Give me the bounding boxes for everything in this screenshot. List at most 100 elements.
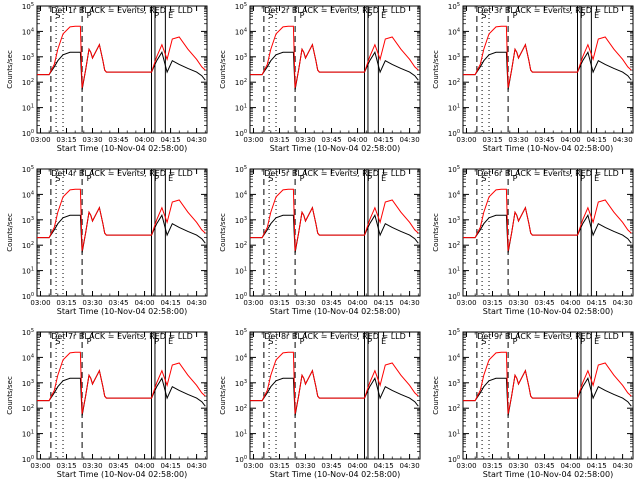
plot-frame xyxy=(36,331,208,460)
y-tick-label: 103 xyxy=(22,379,34,388)
marker-label: P xyxy=(580,174,585,183)
y-axis-label: Counts/sec xyxy=(219,213,227,252)
y-axis-label: Counts/sec xyxy=(6,213,14,252)
marker-label: P xyxy=(367,11,372,20)
plot-frame xyxy=(462,168,634,297)
x-tick-label: 03:15 xyxy=(269,136,289,144)
y-tick-label: 102 xyxy=(22,78,34,87)
marker-label: S xyxy=(55,174,60,183)
plot-frame xyxy=(36,5,208,134)
x-tick-label: 04:30 xyxy=(186,299,206,307)
x-tick-label: 03:45 xyxy=(534,462,554,470)
y-tick-label: 103 xyxy=(235,379,247,388)
panel-5: 100 101 102 103 104 105 03:00 03:15 03:30 03:45 04… xyxy=(219,165,421,316)
panel-8: 100 101 102 103 104 105 03:00 03:15 03:30 03:45 04… xyxy=(219,328,421,479)
series-line-lld xyxy=(250,188,419,251)
y-axis-label: Counts/sec xyxy=(432,213,440,252)
panel-9: 100 101 102 103 104 105 03:00 03:15 03:30 03:45 04… xyxy=(432,328,634,479)
x-tick-label: 03:15 xyxy=(269,462,289,470)
x-tick-label: 03:15 xyxy=(482,462,502,470)
x-tick-label: 03:45 xyxy=(108,299,128,307)
x-axis-label: Start Time (10-Nov-04 02:58:00) xyxy=(483,307,613,316)
x-tick-label: 03:30 xyxy=(508,462,528,470)
y-axis-label: Counts/sec xyxy=(6,376,14,415)
y-tick-label: 104 xyxy=(22,190,34,199)
x-tick-label: 04:15 xyxy=(373,136,393,144)
x-tick-label: 03:00 xyxy=(30,462,50,470)
y-tick-label: 102 xyxy=(235,78,247,87)
x-tick-label: 03:45 xyxy=(321,462,341,470)
y-tick-label: 101 xyxy=(448,430,460,439)
y-tick-label: 101 xyxy=(22,104,34,113)
marker-label: S xyxy=(268,174,273,183)
marker-label: E xyxy=(594,174,599,183)
x-tick-label: 04:00 xyxy=(347,299,367,307)
x-tick-label: 03:00 xyxy=(456,462,476,470)
panel-title: Det 7r BLACK = Events, RED = LLD xyxy=(51,332,193,341)
x-tick-label: 03:00 xyxy=(30,299,50,307)
x-tick-label: 04:00 xyxy=(134,136,154,144)
marker-label: P xyxy=(580,337,585,346)
marker-label: P xyxy=(513,337,518,346)
y-tick-label: 101 xyxy=(22,430,34,439)
marker-label: E xyxy=(594,337,599,346)
y-tick-label: 103 xyxy=(235,216,247,225)
panel-6: 100 101 102 103 104 105 03:00 03:15 03:30 03:45 04… xyxy=(432,165,634,316)
x-tick-label: 04:00 xyxy=(347,136,367,144)
x-tick-label: 04:30 xyxy=(612,462,632,470)
y-axis-label: Counts/sec xyxy=(432,50,440,89)
x-tick-label: 04:15 xyxy=(160,299,180,307)
x-axis-label: Start Time (10-Nov-04 02:58:00) xyxy=(270,470,400,479)
y-axis-label: Counts/sec xyxy=(6,50,14,89)
series-line-lld xyxy=(463,188,632,251)
marker-label: E xyxy=(168,337,173,346)
series-line-events xyxy=(463,206,632,253)
panel-title: Det 5r BLACK = Events, RED = LLD xyxy=(264,169,406,178)
x-axis-label: Start Time (10-Nov-04 02:58:00) xyxy=(57,144,187,153)
x-tick-label: 03:15 xyxy=(56,136,76,144)
panel-title: Det 3r BLACK = Events, RED = LLD xyxy=(477,6,619,15)
x-axis-label: Start Time (10-Nov-04 02:58:00) xyxy=(483,144,613,153)
y-tick-label: 105 xyxy=(22,165,34,174)
marker-label: S xyxy=(481,174,486,183)
x-tick-label: 03:00 xyxy=(243,136,263,144)
y-tick-label: 105 xyxy=(448,2,460,11)
marker-label: E xyxy=(168,174,173,183)
y-tick-label: 104 xyxy=(22,27,34,36)
y-tick-label: 105 xyxy=(235,165,247,174)
series-line-events xyxy=(37,369,206,416)
y-tick-label: 101 xyxy=(22,267,34,276)
x-tick-label: 04:30 xyxy=(399,299,419,307)
x-tick-label: 03:30 xyxy=(82,136,102,144)
panel-1: 100 101 102 103 104 105 03:00 03:15 03:30 03:45 04… xyxy=(6,2,208,153)
x-tick-label: 03:00 xyxy=(243,462,263,470)
marker-label: S xyxy=(481,337,486,346)
marker-label: S xyxy=(268,337,273,346)
x-axis-label: Start Time (10-Nov-04 02:58:00) xyxy=(270,307,400,316)
y-tick-label: 100 xyxy=(448,292,460,301)
x-tick-label: 04:15 xyxy=(373,462,393,470)
x-tick-label: 04:00 xyxy=(560,462,580,470)
x-axis-label: Start Time (10-Nov-04 02:58:00) xyxy=(483,470,613,479)
plot-frame xyxy=(36,168,208,297)
x-tick-label: 04:30 xyxy=(399,462,419,470)
x-tick-label: 03:45 xyxy=(108,136,128,144)
y-tick-label: 105 xyxy=(448,165,460,174)
marker-label: P xyxy=(300,11,305,20)
y-tick-label: 102 xyxy=(448,78,460,87)
marker-label: S xyxy=(481,11,486,20)
panel-title: Det 2r BLACK = Events, RED = LLD xyxy=(264,6,406,15)
panel-title: Det 6r BLACK = Events, RED = LLD xyxy=(477,169,619,178)
y-tick-label: 101 xyxy=(448,267,460,276)
x-tick-label: 04:15 xyxy=(373,299,393,307)
y-tick-label: 101 xyxy=(235,104,247,113)
x-tick-label: 04:15 xyxy=(586,136,606,144)
y-axis-label: Counts/sec xyxy=(219,376,227,415)
marker-label: E xyxy=(381,174,386,183)
y-tick-label: 105 xyxy=(22,2,34,11)
y-tick-label: 105 xyxy=(235,2,247,11)
x-tick-label: 04:00 xyxy=(134,462,154,470)
y-tick-label: 103 xyxy=(22,53,34,62)
x-tick-label: 04:30 xyxy=(186,136,206,144)
